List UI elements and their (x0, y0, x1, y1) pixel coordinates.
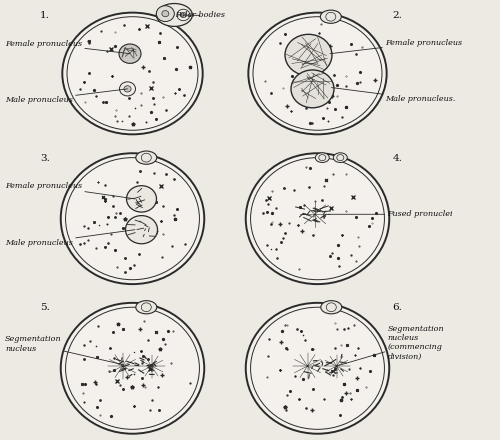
Text: Male pronucleus: Male pronucleus (5, 230, 135, 247)
Ellipse shape (136, 301, 157, 314)
Text: 5.: 5. (40, 303, 50, 312)
Text: 1.: 1. (40, 11, 50, 21)
Text: Segmentation
nucleus: Segmentation nucleus (5, 335, 124, 365)
Circle shape (119, 44, 141, 63)
Text: 3.: 3. (40, 154, 50, 163)
Ellipse shape (321, 301, 342, 314)
Ellipse shape (60, 303, 204, 434)
Text: 6.: 6. (392, 303, 402, 312)
Circle shape (291, 70, 334, 108)
Text: Female pronucleus: Female pronucleus (330, 39, 462, 54)
Ellipse shape (60, 153, 204, 284)
Circle shape (126, 216, 158, 244)
Text: Polar bodies: Polar bodies (175, 11, 225, 19)
Circle shape (156, 6, 174, 22)
Ellipse shape (156, 4, 192, 26)
Circle shape (126, 186, 156, 212)
Circle shape (180, 12, 186, 18)
Circle shape (162, 11, 169, 17)
Text: Segmentation
nucleus
(commencing
division): Segmentation nucleus (commencing divisio… (336, 325, 444, 366)
Ellipse shape (62, 13, 202, 134)
Circle shape (124, 86, 131, 92)
Ellipse shape (246, 303, 390, 434)
Text: Female pronucleus: Female pronucleus (5, 40, 130, 54)
Ellipse shape (248, 13, 386, 134)
Ellipse shape (316, 153, 330, 162)
Text: 4.: 4. (392, 154, 402, 163)
Circle shape (120, 82, 136, 96)
Ellipse shape (246, 153, 390, 284)
Ellipse shape (320, 10, 342, 23)
Ellipse shape (136, 151, 157, 164)
Text: Male pronucleus.: Male pronucleus. (332, 88, 456, 103)
Circle shape (285, 34, 332, 76)
Circle shape (177, 9, 190, 21)
Text: Female pronucleus: Female pronucleus (5, 182, 135, 199)
Text: Fused pronuclei: Fused pronuclei (328, 210, 453, 218)
Text: Male pronucleus: Male pronucleus (5, 89, 128, 104)
Ellipse shape (334, 153, 347, 162)
Text: 2.: 2. (392, 11, 402, 21)
